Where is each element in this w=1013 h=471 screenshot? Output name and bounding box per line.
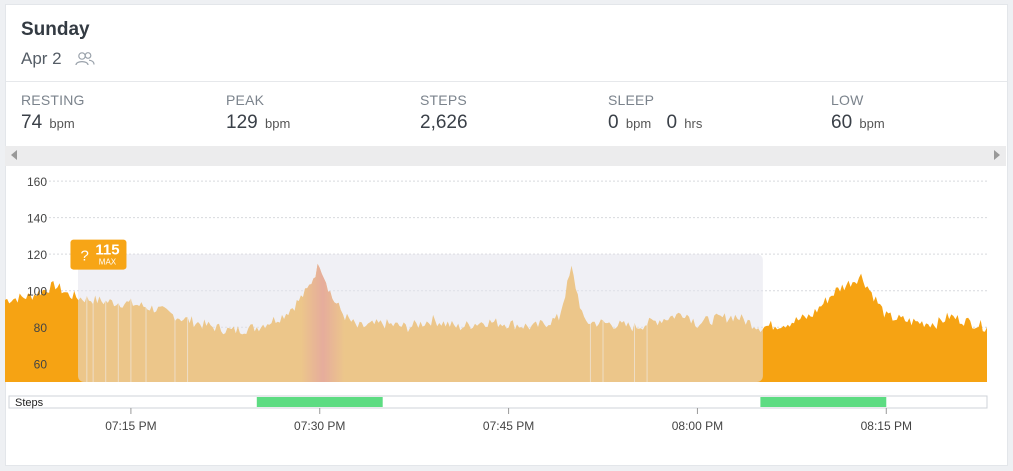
date-row: Apr 2 (21, 49, 96, 69)
sleep-hours-value: 0 (666, 112, 678, 133)
stat-peak: PEAK 129 bpm (226, 92, 290, 134)
stat-value: 60 bpm (831, 112, 885, 134)
steps-bar (760, 397, 887, 407)
stat-resting: RESTING 74 bpm (21, 92, 85, 134)
heart-rate-chart: 160 140 120 100 80 60 ? 115 MAX Steps 07:15 PM 0… (5, 166, 1006, 466)
stat-label: PEAK (226, 92, 265, 108)
x-tick-label: 08:00 PM (672, 419, 723, 433)
sleep-hours-unit: hrs (684, 116, 703, 131)
stat-value: 0 bpm 0 hrs (608, 112, 702, 134)
stat-label: STEPS (420, 92, 467, 108)
stat-value: 2,626 (420, 112, 468, 134)
date-label: Apr 2 (21, 49, 62, 68)
steps-track-box (8, 395, 988, 409)
low-value: 60 (831, 112, 853, 133)
peak-value: 129 (226, 112, 258, 133)
sleep-value: 0 (608, 112, 619, 133)
selection-overlay[interactable] (78, 254, 763, 382)
y-tick-label: 80 (34, 321, 48, 335)
heart-rate-card: Sunday Apr 2 RESTING 74 bpm PEAK 129 bpm… (5, 4, 1008, 466)
sleep-unit: bpm (625, 116, 652, 131)
peak-unit: bpm (264, 116, 291, 131)
selection-region (78, 254, 763, 382)
stat-label: LOW (831, 92, 864, 108)
stat-low: LOW 60 bpm (831, 92, 885, 134)
stat-value: 129 bpm (226, 112, 290, 134)
friends-icon[interactable] (74, 51, 96, 67)
y-tick-label: 140 (27, 212, 47, 226)
low-unit: bpm (859, 116, 885, 131)
stats-row: RESTING 74 bpm PEAK 129 bpm STEPS 2,626 … (6, 82, 1007, 152)
stat-steps: STEPS 2,626 (420, 92, 468, 134)
y-tick-label: 60 (34, 358, 48, 372)
resting-value: 74 (21, 112, 43, 133)
stat-label: SLEEP (608, 92, 655, 108)
max-label: MAX (99, 258, 117, 267)
x-axis: 07:15 PM 07:30 PM 07:45 PM 08:00 PM 08:15 PM (105, 408, 912, 433)
x-tick-label: 07:30 PM (294, 419, 345, 433)
y-tick-label: 160 (27, 175, 47, 189)
max-value: 115 (95, 242, 119, 259)
y-tick-label: 120 (27, 248, 47, 262)
x-tick-label: 08:15 PM (861, 419, 912, 433)
steps-label: Steps (15, 397, 44, 409)
steps-track: Steps (8, 395, 988, 409)
card-header: Sunday Apr 2 (6, 5, 1007, 82)
scroll-left-icon[interactable] (11, 150, 17, 160)
y-tick-label: 100 (27, 285, 47, 299)
scroll-right-icon[interactable] (994, 150, 1000, 160)
steps-value: 2,626 (420, 112, 468, 133)
resting-unit: bpm (49, 116, 75, 131)
y-axis: 160 140 120 100 80 60 (27, 175, 47, 372)
day-title: Sunday (21, 19, 90, 40)
stat-label: RESTING (21, 92, 85, 108)
stat-sleep: SLEEP 0 bpm 0 hrs (608, 92, 702, 134)
x-tick-label: 07:45 PM (483, 419, 534, 433)
steps-bar (256, 397, 383, 407)
stat-value: 74 bpm (21, 112, 85, 134)
chart-scrollbar[interactable] (5, 146, 1006, 166)
max-badge-box (70, 239, 127, 270)
question-icon: ? (80, 248, 88, 265)
x-tick-label: 07:15 PM (105, 419, 156, 433)
